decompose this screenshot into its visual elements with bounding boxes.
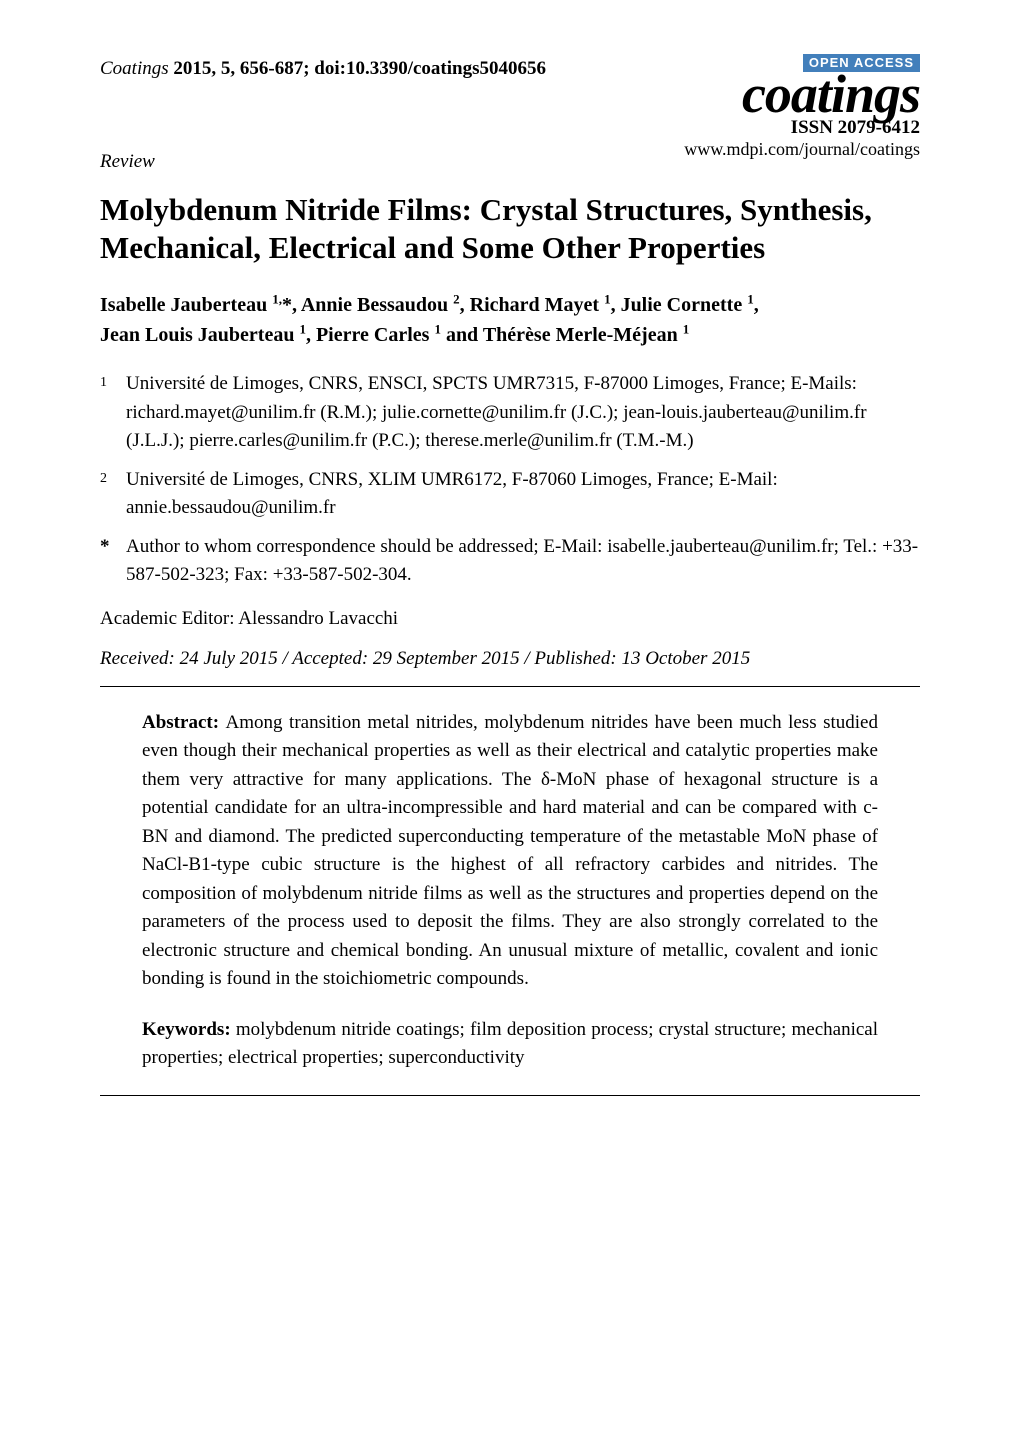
running-head-rest: 2015, 5, 656-687; doi:10.3390/coatings50… bbox=[173, 58, 546, 79]
affiliation-text: Université de Limoges, CNRS, ENSCI, SPCT… bbox=[126, 370, 920, 456]
brand-block: OPEN ACCESS coatings ISSN 2079-6412 www.… bbox=[684, 54, 920, 159]
affiliation-item: 2 Université de Limoges, CNRS, XLIM UMR6… bbox=[100, 466, 920, 523]
affiliation-text: Université de Limoges, CNRS, XLIM UMR617… bbox=[126, 466, 920, 523]
issn: ISSN 2079-6412 bbox=[684, 118, 920, 138]
running-head: Coatings 2015, 5, 656-687; doi:10.3390/c… bbox=[100, 54, 546, 80]
academic-editor-name: Alessandro Lavacchi bbox=[238, 608, 398, 629]
horizontal-rule bbox=[100, 1095, 920, 1096]
running-head-journal: Coatings bbox=[100, 58, 169, 79]
page: Coatings 2015, 5, 656-687; doi:10.3390/c… bbox=[0, 0, 1020, 1442]
journal-url: www.mdpi.com/journal/coatings bbox=[684, 140, 920, 159]
affiliation-marker: 1 bbox=[100, 370, 126, 456]
authors-line-1: Isabelle Jauberteau 1,*, Annie Bessaudou… bbox=[100, 294, 759, 316]
header-row: Coatings 2015, 5, 656-687; doi:10.3390/c… bbox=[100, 54, 920, 159]
abstract-label: Abstract: bbox=[142, 712, 226, 733]
academic-editor: Academic Editor: Alessandro Lavacchi bbox=[100, 608, 920, 630]
abstract-text: Among transition metal nitrides, molybde… bbox=[142, 712, 878, 990]
abstract-block: Abstract: Among transition metal nitride… bbox=[100, 709, 920, 994]
keywords-text: molybdenum nitride coatings; film deposi… bbox=[142, 1019, 878, 1069]
authors: Isabelle Jauberteau 1,*, Annie Bessaudou… bbox=[100, 289, 920, 350]
article-dates: Received: 24 July 2015 / Accepted: 29 Se… bbox=[100, 648, 920, 670]
keywords-block: Keywords: molybdenum nitride coatings; f… bbox=[100, 1016, 920, 1073]
journal-brand-name: coatings bbox=[684, 66, 920, 123]
horizontal-rule bbox=[100, 686, 920, 687]
authors-line-2: Jean Louis Jauberteau 1, Pierre Carles 1… bbox=[100, 324, 689, 346]
affiliation-item: 1 Université de Limoges, CNRS, ENSCI, SP… bbox=[100, 370, 920, 456]
affiliation-marker: 2 bbox=[100, 466, 126, 523]
correspondence-marker: * bbox=[100, 533, 126, 590]
academic-editor-label: Academic Editor: bbox=[100, 608, 238, 629]
article-title: Molybdenum Nitride Films: Crystal Struct… bbox=[100, 191, 920, 267]
correspondence: * Author to whom correspondence should b… bbox=[100, 533, 920, 590]
keywords-label: Keywords: bbox=[142, 1019, 236, 1040]
correspondence-text: Author to whom correspondence should be … bbox=[126, 533, 920, 590]
affiliations: 1 Université de Limoges, CNRS, ENSCI, SP… bbox=[100, 370, 920, 523]
